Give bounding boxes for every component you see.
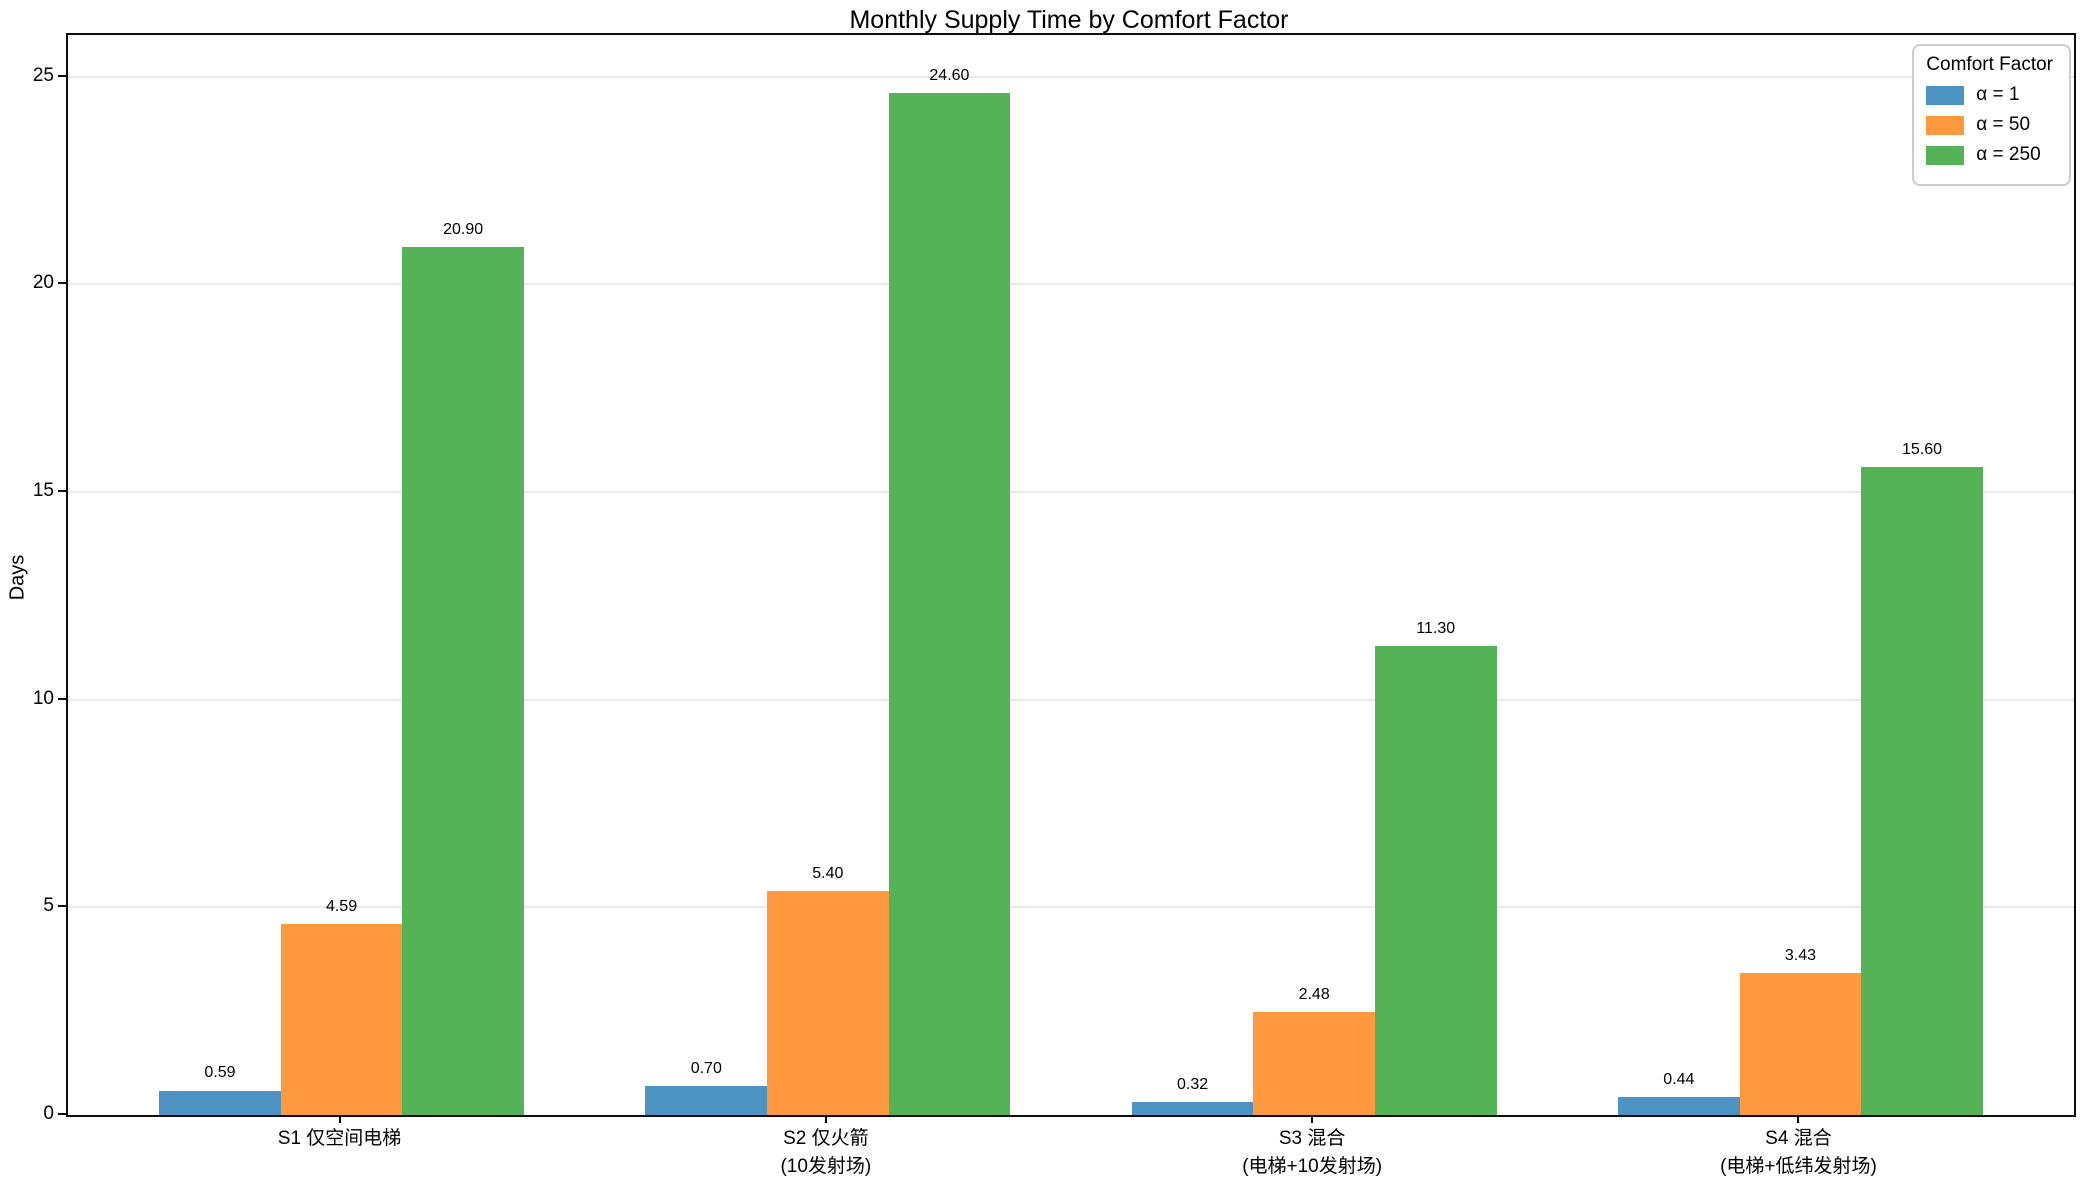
y-tick-mark bbox=[58, 905, 66, 908]
bar bbox=[280, 924, 403, 1115]
bar-value-label: 0.44 bbox=[1663, 1070, 1695, 1088]
bar bbox=[1618, 1096, 1740, 1115]
bar bbox=[1861, 467, 1983, 1115]
legend-title: Comfort Factor bbox=[1926, 54, 2053, 75]
bar-value-label: 0.70 bbox=[690, 1059, 722, 1077]
gridline bbox=[68, 283, 2074, 286]
bar-value-label: 15.60 bbox=[1901, 441, 1943, 458]
y-tick-mark bbox=[58, 282, 66, 285]
x-tick-mark bbox=[1797, 1115, 1800, 1123]
bar-value-label: 0.59 bbox=[204, 1064, 236, 1082]
legend-swatch-icon bbox=[1926, 145, 1965, 165]
gridline bbox=[68, 906, 2074, 909]
bar bbox=[888, 93, 1011, 1115]
bar-value-label: 3.43 bbox=[1784, 946, 1817, 964]
x-tick-mark bbox=[1311, 1115, 1314, 1123]
legend-item: α = 50 bbox=[1926, 114, 2053, 136]
gridline bbox=[68, 698, 2074, 701]
legend-swatch-icon bbox=[1926, 85, 1965, 105]
legend: Comfort Factor α = 1 α = 50 α = 250 bbox=[1912, 44, 2071, 186]
x-tick-mark bbox=[338, 1115, 341, 1123]
bar bbox=[767, 890, 889, 1115]
legend-item: α = 250 bbox=[1926, 144, 2053, 166]
y-axis-label: Days bbox=[6, 554, 29, 601]
y-tick-mark bbox=[58, 74, 66, 77]
legend-item-label: α = 250 bbox=[1976, 144, 2041, 165]
legend-item-label: α = 1 bbox=[1976, 84, 2020, 105]
bar bbox=[159, 1090, 281, 1115]
bar bbox=[1131, 1101, 1254, 1115]
y-tick-label: 0 bbox=[43, 1103, 54, 1124]
legend-item: α = 1 bbox=[1926, 84, 2053, 106]
bar bbox=[1374, 645, 1497, 1115]
bar-value-label: 0.32 bbox=[1176, 1075, 1209, 1093]
bar bbox=[1253, 1012, 1375, 1115]
bar-value-label: 20.90 bbox=[443, 220, 484, 238]
bar bbox=[645, 1085, 768, 1115]
bar-value-label: 24.60 bbox=[929, 67, 970, 85]
y-tick-label: 5 bbox=[43, 895, 54, 917]
bar-value-label: 4.59 bbox=[325, 898, 358, 916]
bar-value-label: 5.40 bbox=[812, 864, 844, 882]
gridline bbox=[68, 490, 2074, 493]
y-tick-mark bbox=[58, 697, 66, 700]
legend-items: α = 1 α = 50 α = 250 bbox=[1926, 84, 2053, 166]
x-tick-label: S1 仅空间电梯 bbox=[277, 1128, 402, 1149]
bar bbox=[402, 246, 524, 1115]
gridline bbox=[68, 75, 2074, 78]
y-tick-label: 20 bbox=[32, 272, 54, 294]
legend-item-label: α = 50 bbox=[1976, 114, 2031, 135]
x-tick-mark bbox=[824, 1115, 827, 1123]
x-tick-label: S4 混合 (电梯+低纬发射场) bbox=[1720, 1128, 1877, 1177]
bar bbox=[1739, 972, 1862, 1115]
x-tick-label: S3 混合 (电梯+10发射场) bbox=[1242, 1128, 1383, 1177]
x-tick-label: S2 仅火箭 (10发射场) bbox=[780, 1128, 872, 1177]
y-tick-mark bbox=[58, 1113, 66, 1115]
bar-value-label: 2.48 bbox=[1298, 985, 1330, 1003]
y-tick-label: 10 bbox=[32, 687, 54, 709]
bar-value-label: 11.30 bbox=[1416, 619, 1456, 637]
chart-title: Monthly Supply Time by Comfort Factor bbox=[849, 6, 1289, 34]
y-tick-mark bbox=[58, 489, 66, 492]
y-tick-label: 25 bbox=[32, 64, 54, 86]
legend-swatch-icon bbox=[1926, 115, 1965, 135]
y-tick-label: 15 bbox=[32, 479, 54, 501]
plot-area: 0.59 0.70 0.32 0.44 4.59 5.40 2.48 3.43 20.90 24.… bbox=[66, 33, 2076, 1117]
